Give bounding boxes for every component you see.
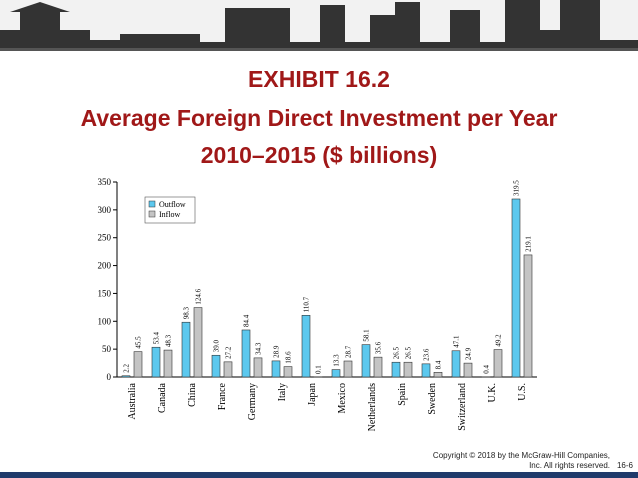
y-tick-label: 50: [102, 344, 112, 354]
x-tick-label: Japan: [307, 383, 318, 406]
value-label: 8.4: [435, 360, 443, 369]
value-label: 0.4: [483, 365, 491, 374]
value-label: 58.1: [363, 329, 371, 342]
footer-bar: [0, 472, 638, 478]
bar: [193, 307, 203, 378]
x-tick-label: U.S.: [517, 383, 528, 401]
bar: [301, 315, 311, 378]
value-label: 110.7: [303, 296, 311, 312]
value-label: 0.1: [315, 365, 323, 374]
copyright: Inc. All rights reserved.: [529, 461, 610, 470]
bar: [271, 360, 281, 378]
copyright: Copyright © 2018 by the McGraw-Hill Comp…: [433, 451, 610, 460]
value-label: 49.2: [495, 334, 503, 347]
x-tick-label: Australia: [127, 382, 138, 419]
bar: [211, 354, 221, 378]
x-tick-label: China: [187, 382, 198, 406]
y-tick-label: 300: [98, 205, 112, 215]
value-label: 27.2: [225, 346, 233, 359]
bar: [511, 198, 521, 378]
x-tick-label: Canada: [157, 382, 168, 413]
value-label: 84.4: [243, 314, 251, 327]
x-tick-label: Mexico: [337, 383, 348, 414]
value-label: 319.5: [513, 180, 521, 196]
y-tick-label: 150: [98, 288, 112, 298]
bar: [121, 375, 131, 378]
title-line: 2010–2015 ($ billions): [201, 142, 438, 168]
x-tick-label: Germany: [247, 383, 258, 420]
value-label: 124.6: [195, 288, 203, 304]
legend-swatch: [148, 210, 156, 218]
bar: [403, 361, 413, 378]
value-label: 219.1: [525, 236, 533, 252]
title-line: EXHIBIT 16.2: [248, 66, 390, 92]
bar: [421, 363, 431, 378]
bar: [331, 369, 341, 378]
x-tick-label: Spain: [397, 383, 408, 406]
y-tick-label: 350: [98, 177, 112, 187]
y-tick-label: 250: [98, 233, 112, 243]
bar: [433, 372, 443, 378]
bar: [463, 362, 473, 378]
value-label: 28.9: [273, 345, 281, 358]
bar: [181, 321, 191, 378]
bar: [151, 346, 161, 378]
bar: [373, 356, 383, 378]
x-tick-label: U.K.: [487, 383, 498, 402]
bar: [133, 351, 143, 378]
value-label: 2.2: [123, 364, 131, 373]
legend-swatch: [148, 200, 156, 208]
value-label: 39.0: [213, 340, 221, 353]
bar: [523, 254, 533, 378]
x-tick-label: Switzerland: [457, 383, 468, 431]
bar: [223, 361, 233, 378]
y-tick-label: 0: [107, 372, 112, 382]
value-label: 13.3: [333, 354, 341, 367]
y-tick-label: 100: [98, 316, 112, 326]
value-label: 35.6: [375, 341, 383, 354]
bar: [283, 366, 293, 378]
banner: [0, 0, 638, 51]
x-tick-label: Sweden: [427, 383, 438, 415]
bar: [241, 329, 251, 378]
value-label: 48.3: [165, 334, 173, 347]
bar: [391, 361, 401, 378]
bar: [451, 350, 461, 378]
bar: [361, 344, 371, 378]
value-label: 53.4: [153, 331, 161, 344]
x-tick-label: France: [217, 382, 228, 410]
title-line: Average Foreign Direct Investment per Ye…: [81, 105, 558, 131]
legend-label: Outflow: [159, 200, 186, 209]
value-label: 26.5: [405, 346, 413, 359]
bar: [343, 360, 353, 378]
value-label: 28.7: [345, 345, 353, 358]
value-label: 45.5: [135, 336, 143, 349]
bar: [163, 349, 173, 378]
bar: [493, 349, 503, 378]
page-number: 16-6: [617, 461, 634, 470]
value-label: 24.9: [465, 347, 473, 360]
bar: [253, 357, 263, 378]
x-tick-label: Italy: [277, 383, 288, 401]
value-label: 34.3: [255, 342, 263, 355]
value-label: 18.6: [285, 351, 293, 364]
y-tick-label: 200: [98, 261, 112, 271]
value-label: 23.6: [423, 348, 431, 361]
value-label: 26.5: [393, 346, 401, 359]
value-label: 47.1: [453, 335, 461, 348]
x-tick-label: Netherlands: [367, 383, 378, 431]
value-label: 98.3: [183, 306, 191, 319]
legend-label: Inflow: [159, 210, 181, 219]
